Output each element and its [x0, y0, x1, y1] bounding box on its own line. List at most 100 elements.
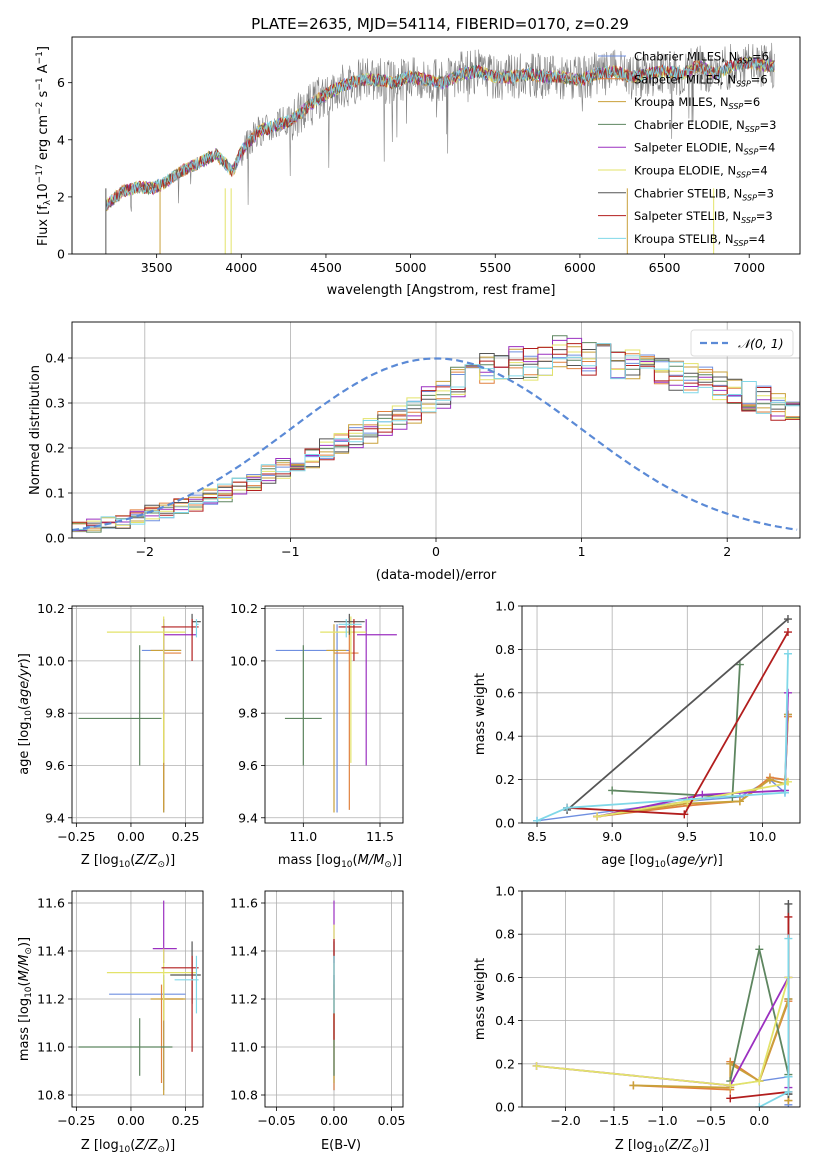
weight-marker	[783, 649, 792, 658]
y-tick-label: 1.0	[495, 884, 515, 899]
y-tick-label: 9.6	[45, 758, 65, 773]
y-tick-label: 9.8	[238, 706, 258, 721]
legend-label-part: Salpeter STELIB, N	[634, 209, 741, 223]
label-part: )]	[17, 653, 32, 663]
histograms	[72, 335, 800, 533]
weight-marker	[765, 775, 774, 784]
x-tick-label: 6000	[564, 260, 596, 275]
label-part: (	[666, 853, 671, 868]
x-tick-label: 11.0	[289, 829, 317, 844]
x-axis-label: mass [log10(M/M⊙)]	[278, 853, 402, 870]
x-tick-label: 3500	[141, 260, 173, 275]
weight-marker	[784, 1072, 793, 1081]
errorbar-point-kroupa-miles	[150, 979, 186, 1095]
x-axis-label: Z [log10(Z/Z⊙)]	[81, 1138, 175, 1155]
histogram-kroupa-stelib	[72, 343, 800, 530]
y-tick-label: 0.8	[495, 642, 515, 657]
x-axis-label: wavelength [Angstrom, rest frame]	[327, 283, 556, 298]
y-tick-label: 0.0	[45, 531, 65, 546]
x-tick-label: −0.25	[57, 829, 95, 844]
weight-line-chabrier-stelib	[566, 618, 789, 811]
errorbar-point-salpeter-stelib	[161, 955, 199, 1052]
legend-label-part: =3	[760, 118, 777, 132]
legend-label-part: Kroupa MILES, N	[634, 95, 729, 109]
legend-label-part: SSP	[729, 102, 744, 111]
legend-label-part: Kroupa ELODIE, N	[634, 164, 736, 178]
errorbar-point-kroupa-elodie	[106, 948, 197, 1021]
x-tick-label: 8.5	[527, 829, 547, 844]
label-part: )]	[699, 1138, 709, 1153]
x-axis-label: (data-model)/error	[376, 568, 497, 583]
label-part: Z [log	[81, 1138, 119, 1153]
legend-label: Salpeter MILES, NSSP=6	[634, 72, 768, 88]
x-tick-label: 7000	[733, 260, 765, 275]
y-tick-label: 9.6	[238, 758, 258, 773]
y-tick-label: 9.4	[238, 810, 258, 825]
y-tick-label: 9.8	[45, 706, 65, 721]
weight-marker	[755, 1077, 764, 1086]
errorbars-age_vs_mass	[275, 613, 397, 813]
y-tick-label: 10.0	[37, 653, 65, 668]
x-tick-label: 0.25	[172, 1113, 200, 1128]
label-part: 10	[341, 860, 353, 870]
label-part: (	[17, 981, 32, 986]
errorbar-point-salpeter-miles	[334, 626, 359, 810]
weight-marker	[593, 812, 602, 821]
errorbar-point-kroupa-miles	[326, 624, 347, 813]
y-tick-label: 10.0	[230, 653, 258, 668]
y-tick-label: 11.6	[37, 896, 65, 911]
x-tick-label: 0.0	[749, 1113, 769, 1128]
y-tick-label: 0.4	[495, 1013, 515, 1028]
label-part: (	[664, 1138, 669, 1153]
axes-frame	[71, 605, 204, 824]
label-part: Z/Z	[134, 853, 158, 868]
axes-age_vs_Z: −0.25 0.00 0.259.49.69.810.010.2Z [log10(Z…	[17, 601, 204, 870]
x-tick-label: 5500	[479, 260, 511, 275]
legend-label-part: Chabrier STELIB, N	[634, 186, 742, 200]
label-part: Flux [f	[36, 205, 51, 246]
label-part: )]	[165, 853, 175, 868]
label-part: age/yr	[17, 662, 32, 705]
legend-label-part: Kroupa STELIB, N	[634, 232, 734, 246]
label-part: age [log	[601, 853, 654, 868]
legend-label: 𝒩(0, 1)	[738, 336, 784, 351]
label-part: ⊙	[691, 1145, 699, 1155]
axes-weight_vs_Z: −2.0 −1.5 −1.0 −0.5 0.0 0.0 0.2 0.4 0.6 0.8 1.0 Z […	[473, 884, 801, 1155]
y-tick-label: 10.2	[37, 601, 65, 616]
y-tick-label: 0.3	[45, 396, 65, 411]
x-tick-label: −1.5	[599, 1113, 629, 1128]
legend-label-part: =4	[748, 232, 765, 246]
errorbar-point-chabrier-miles	[109, 975, 186, 1091]
weight-lines-weight_vs_age	[533, 615, 792, 823]
label-part: mass [log	[278, 853, 341, 868]
label-part: (	[17, 705, 32, 710]
y-tick-label: 0.6	[495, 970, 515, 985]
axes-spectrum: 3500 4000 4500 5000 5500 6000 6500 7000 0 2 4 6 Chab…	[35, 36, 801, 298]
weight-line-salpeter-stelib	[567, 631, 789, 816]
weight-marker	[726, 1094, 735, 1103]
label-part: 10	[36, 183, 51, 200]
x-tick-label: 0.25	[172, 829, 200, 844]
label-part: )]	[713, 853, 723, 868]
y-axis-label: Normed distribution	[28, 365, 43, 495]
y-tick-label: 11.6	[230, 896, 258, 911]
model-line-kroupa-stelib	[105, 57, 775, 210]
spectrum-lines	[105, 42, 775, 254]
x-tick-label: 0.00	[117, 829, 145, 844]
errorbar-point-chabrier-elodie	[284, 645, 322, 766]
legend-label-part: =6	[751, 72, 768, 86]
errorbar-point-salpeter-miles	[163, 626, 182, 810]
legend-label-part: Chabrier ELODIE, N	[634, 118, 745, 132]
y-axis-label: mass weight	[473, 958, 488, 1040]
label-part: mass [log	[17, 998, 32, 1061]
weight-marker	[608, 786, 617, 795]
label-part: Z [log	[81, 853, 119, 868]
legend-label-part: Salpeter ELODIE, N	[634, 141, 744, 155]
legend-label-part: SSP	[737, 57, 752, 66]
y-tick-label: 4	[57, 132, 65, 147]
weight-line-kroupa-elodie	[536, 977, 790, 1087]
y-tick-label: 11.4	[230, 944, 258, 959]
label-part: Z/Z	[134, 1138, 158, 1153]
errorbar-point-salpeter-elodie	[357, 619, 397, 766]
